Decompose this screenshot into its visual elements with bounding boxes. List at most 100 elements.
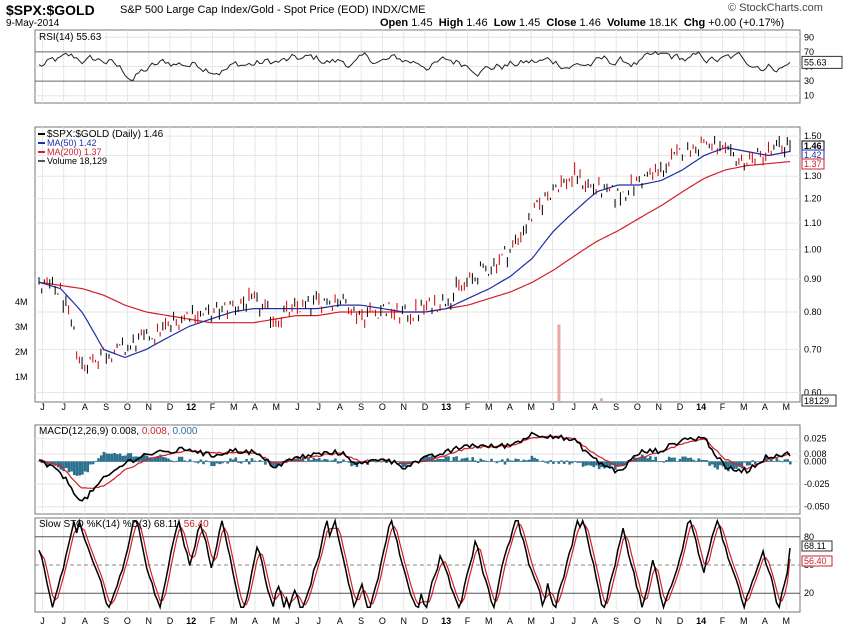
macd-histogram-bar (253, 460, 256, 462)
volume-last-box (801, 394, 837, 407)
macd-histogram-bar (439, 458, 442, 462)
macd-histogram-bar (611, 461, 614, 465)
x-axis-label-bottom: N (400, 616, 407, 626)
macd-histogram-bar (304, 461, 308, 463)
macd-histogram-bar (576, 461, 579, 463)
macd-histogram-bar (72, 461, 76, 476)
x-axis-label-mid: J (316, 402, 321, 412)
macd-histogram-bar (328, 460, 332, 462)
macd-histogram-bar (105, 453, 108, 462)
macd-histogram-bar (94, 460, 98, 462)
macd-histogram-bar (447, 456, 450, 462)
macd-histogram-bar (457, 460, 461, 462)
price-legend-entry: MA(50) 1.42 (47, 138, 97, 148)
macd-histogram-bar (161, 456, 165, 462)
macd-histogram-bar (455, 456, 458, 462)
price-tick-label: 1.50 (804, 131, 822, 141)
price-legend-entry: MA(200) 1.37 (47, 147, 102, 157)
macd-histogram-bar (557, 461, 561, 464)
macd-histogram-bar (433, 459, 437, 462)
macd-histogram-bar (436, 459, 439, 462)
rsi-tick-label: 10 (804, 91, 814, 101)
x-axis-label-mid: M (230, 402, 238, 412)
macd-histogram-bar (250, 458, 254, 462)
volume-tick-label: 1M (15, 372, 28, 382)
macd-histogram-bar (729, 461, 733, 468)
macd-histogram-bar (649, 456, 652, 462)
macd-histogram-bar (775, 458, 779, 462)
rsi-title: RSI(14) 55.63 (39, 32, 102, 43)
x-axis-label-bottom: J (316, 616, 321, 626)
price-legend-entry: $SPX:$GOLD (Daily) 1.46 (47, 129, 164, 140)
macd-histogram-bar (713, 461, 717, 468)
sto-k-line (38, 517, 791, 611)
macd-histogram-bar (670, 457, 674, 462)
macd-histogram-bar (651, 460, 655, 462)
macd-histogram-bar (622, 461, 625, 467)
macd-histogram-bar (239, 461, 243, 464)
macd-histogram-bar (183, 460, 186, 462)
macd-histogram-bar (506, 458, 509, 462)
price-tick-label: 0.70 (804, 344, 822, 354)
macd-histogram-bar (764, 454, 768, 462)
macd-histogram-bar (616, 461, 620, 466)
x-axis-label-bottom: F (465, 616, 471, 626)
macd-histogram-bar (129, 453, 133, 462)
macd-histogram-bar (223, 461, 227, 463)
macd-histogram-bar (643, 456, 647, 462)
macd-histogram-bar (705, 460, 709, 462)
sto-d-last-label: 56.40 (804, 556, 827, 566)
macd-histogram-bar (484, 460, 488, 462)
macd-histogram-bar (344, 461, 348, 462)
macd-histogram-bar (659, 461, 663, 462)
x-axis-label-mid: J (550, 402, 555, 412)
macd-histogram-bar (247, 461, 251, 465)
macd-histogram-bar (522, 459, 526, 462)
macd-histogram-bar (121, 455, 125, 462)
chart-header: $SPX:$GOLD S&P 500 Large Cap Index/Gold … (0, 0, 850, 30)
sto-tick-label: 80 (804, 532, 814, 542)
macd-histogram-bar (83, 461, 87, 472)
x-axis-label-mid: M (740, 402, 748, 412)
macd-histogram-bar (530, 455, 534, 462)
macd-histogram-bar (54, 461, 57, 465)
macd-histogram-bar (204, 460, 208, 462)
x-axis-label-mid: S (358, 402, 364, 412)
macd-histogram-bar (533, 457, 536, 462)
macd-histogram-bar (657, 461, 660, 463)
macd-histogram-bar (770, 459, 773, 462)
macd-histogram-bar (568, 461, 571, 465)
sto-title: Slow STO %K(14) %D(3) 68.11, 56.40 (39, 519, 209, 530)
macd-histogram-bar (589, 461, 593, 466)
macd-histogram-bar (256, 461, 259, 462)
symbol-title: $SPX:$GOLD (6, 2, 95, 18)
macd-histogram-bar (495, 461, 499, 464)
macd-histogram-bar (573, 460, 577, 462)
rsi-last-box (801, 55, 843, 69)
macd-histogram-bar (385, 461, 388, 464)
macd-histogram-bar (487, 461, 491, 462)
macd-histogram-bar (554, 461, 558, 462)
rsi-last-label: 55.63 (804, 57, 827, 67)
macd-histogram-bar (503, 461, 507, 465)
x-axis-label-bottom: M (740, 616, 748, 626)
price-tick-label: 1.10 (804, 218, 822, 228)
macd-histogram-bar (334, 458, 337, 462)
macd-histogram-bar (215, 461, 219, 464)
macd-histogram-bar (107, 453, 111, 462)
macd-histogram-bar (38, 461, 41, 462)
macd-histogram-bar (527, 459, 531, 462)
x-axis-label-bottom: A (592, 616, 598, 626)
x-axis-label-bottom: A (507, 616, 513, 626)
sto-d-line (38, 522, 791, 606)
macd-histogram-bar (231, 459, 235, 462)
macd-histogram-bar (673, 457, 676, 462)
volume-bar (599, 398, 603, 402)
ma50-line (38, 147, 791, 359)
macd-histogram-bar (646, 458, 649, 462)
macd-histogram-bar (740, 461, 744, 469)
macd-histogram-bar (662, 461, 666, 463)
x-axis-label-bottom: 13 (441, 616, 451, 626)
macd-histogram-bar (102, 451, 106, 462)
